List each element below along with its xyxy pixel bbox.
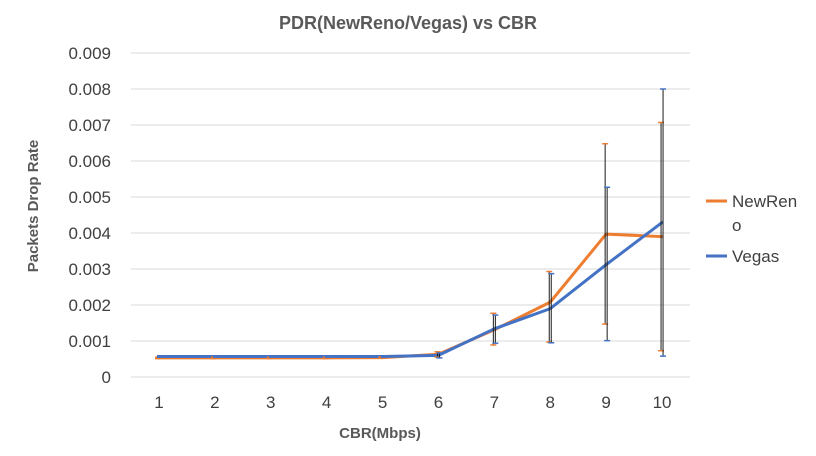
y-tick-label: 0.005 bbox=[68, 188, 111, 207]
y-axis-ticks: 0 0.001 0.002 0.003 0.004 0.005 0.006 0.007 0.00… bbox=[68, 44, 111, 387]
gridlines bbox=[131, 52, 690, 378]
legend: NewRen o Vegas bbox=[706, 192, 797, 266]
error-bars bbox=[154, 88, 667, 360]
x-tick-label: 10 bbox=[653, 393, 672, 412]
x-axis-ticks: 1 2 3 4 5 6 7 8 9 10 bbox=[154, 393, 671, 412]
legend-label-newreno: o bbox=[732, 216, 741, 235]
chart-title: PDR(NewReno/Vegas) vs CBR bbox=[279, 13, 537, 33]
x-tick-label: 4 bbox=[322, 393, 331, 412]
y-axis-title: Packets Drop Rate bbox=[25, 140, 42, 273]
x-tick-label: 1 bbox=[154, 393, 163, 412]
y-tick-label: 0.006 bbox=[68, 152, 111, 171]
series-lines bbox=[157, 221, 664, 360]
y-tick-label: 0.002 bbox=[68, 296, 111, 315]
y-tick-label: 0.001 bbox=[68, 332, 111, 351]
y-tick-label: 0 bbox=[102, 368, 111, 387]
x-tick-label: 3 bbox=[266, 393, 275, 412]
x-tick-label: 6 bbox=[434, 393, 443, 412]
y-tick-label: 0.004 bbox=[68, 224, 111, 243]
legend-label-vegas: Vegas bbox=[732, 247, 779, 266]
x-tick-label: 9 bbox=[601, 393, 610, 412]
y-tick-label: 0.007 bbox=[68, 116, 111, 135]
x-tick-label: 2 bbox=[210, 393, 219, 412]
x-tick-label: 5 bbox=[378, 393, 387, 412]
y-tick-label: 0.003 bbox=[68, 260, 111, 279]
x-axis-title: CBR(Mbps) bbox=[339, 425, 421, 442]
x-tick-label: 7 bbox=[490, 393, 499, 412]
legend-label-newreno: NewRen bbox=[732, 192, 797, 211]
series-line-vegas bbox=[157, 221, 664, 358]
x-tick-label: 8 bbox=[546, 393, 555, 412]
y-tick-label: 0.008 bbox=[68, 80, 111, 99]
y-tick-label: 0.009 bbox=[68, 44, 111, 63]
